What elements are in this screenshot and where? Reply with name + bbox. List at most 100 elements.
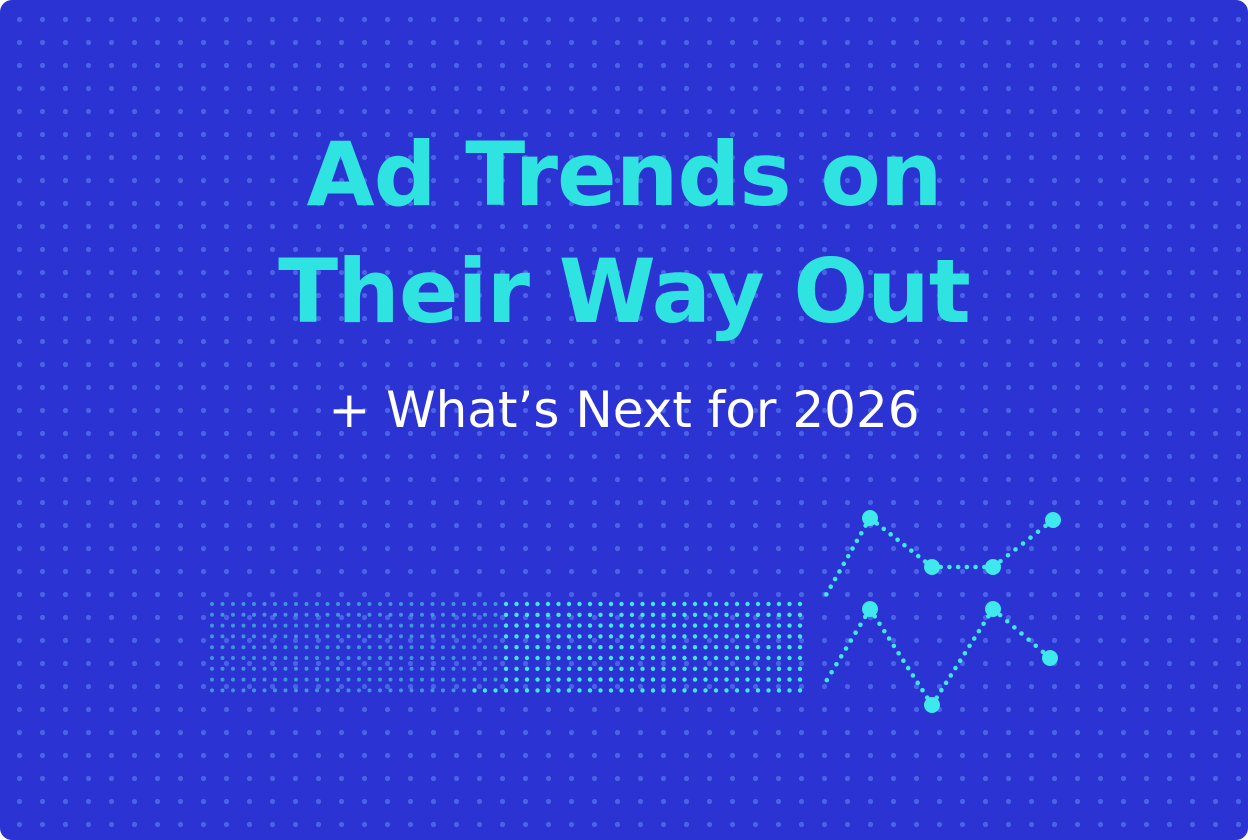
field-dot: [524, 612, 530, 617]
field-dot: [388, 634, 393, 639]
field-dot: [556, 677, 561, 682]
field-dot: [598, 666, 603, 671]
field-dot: [745, 645, 750, 650]
node-dot: [924, 697, 940, 713]
field-dot: [514, 677, 519, 682]
field-dot: [294, 623, 298, 628]
field-dot: [692, 688, 698, 693]
node-dot: [985, 559, 1001, 575]
field-dot: [724, 645, 729, 650]
field-dot: [430, 688, 435, 693]
field-dot: [430, 677, 435, 682]
field-dot: [682, 655, 687, 661]
field-dot: [304, 677, 309, 682]
line-dot: [1033, 643, 1039, 649]
field-dot: [514, 655, 519, 661]
field-dot: [451, 688, 456, 693]
field-dot: [682, 677, 687, 682]
field-dot: [766, 688, 771, 693]
field-dot: [451, 666, 456, 671]
field-dot: [745, 623, 750, 628]
field-dot: [367, 612, 372, 617]
field-dot: [388, 623, 393, 628]
line-dot: [973, 564, 978, 570]
line-dot: [953, 665, 958, 671]
field-dot: [640, 601, 645, 607]
field-dot: [304, 623, 309, 628]
field-dot: [629, 645, 635, 650]
field-dot: [724, 601, 729, 607]
field-dot: [315, 602, 319, 606]
field-dot: [535, 634, 540, 639]
field-dot: [462, 677, 466, 682]
field-dot: [797, 645, 803, 650]
field-dot: [598, 623, 603, 628]
field-dot: [336, 623, 340, 628]
field-dot: [661, 645, 666, 650]
field-dot: [420, 612, 424, 617]
field-dot: [420, 634, 424, 639]
field-dot: [724, 688, 729, 693]
field-dot: [734, 666, 740, 671]
field-dot: [420, 623, 424, 628]
field-dot: [545, 677, 551, 682]
field-dot: [797, 655, 803, 661]
field-dot: [441, 656, 445, 660]
line-dot: [939, 687, 944, 693]
field-dot: [367, 688, 372, 693]
field-dot: [231, 666, 235, 671]
field-dot: [514, 634, 519, 639]
field-dot: [325, 634, 330, 639]
field-dot: [661, 601, 666, 607]
field-dot: [650, 601, 656, 607]
field-dot: [451, 656, 456, 660]
line-dot: [1012, 625, 1017, 630]
field-dot: [577, 677, 582, 682]
field-dot: [399, 623, 403, 628]
field-dot: [566, 655, 572, 661]
field-dot: [671, 645, 677, 650]
title-line: Ad Trends on: [307, 123, 942, 226]
field-dot: [420, 656, 424, 660]
field-dot: [294, 612, 298, 617]
field-dot: [430, 623, 435, 628]
line-dot: [971, 636, 977, 641]
field-dot: [514, 666, 519, 671]
field-dot: [766, 677, 771, 682]
field-dot: [388, 688, 393, 693]
field-dot: [472, 688, 477, 693]
line-dot: [891, 643, 897, 649]
field-dot: [577, 645, 582, 650]
field-dot: [441, 634, 445, 639]
field-dot: [220, 688, 225, 693]
field-dot: [640, 634, 645, 639]
field-dot: [713, 634, 719, 639]
field-dot: [577, 634, 582, 639]
field-dot: [483, 677, 487, 682]
field-dot: [294, 602, 298, 606]
field-dot: [441, 602, 445, 606]
field-dot: [787, 601, 792, 607]
field-dot: [577, 612, 582, 617]
field-dot: [336, 612, 340, 617]
field-dot: [703, 645, 708, 650]
field-dot: [692, 623, 698, 628]
field-dot: [462, 645, 466, 650]
field-dot: [619, 612, 624, 617]
field-dot: [252, 634, 256, 639]
field-dot: [619, 601, 624, 607]
line-dot: [1005, 552, 1011, 558]
field-dot: [608, 688, 614, 693]
field-dot: [262, 602, 267, 606]
line-dot: [858, 530, 864, 536]
field-dot: [210, 612, 214, 617]
field-dot: [472, 634, 477, 639]
field-dot: [629, 655, 635, 661]
field-dot: [378, 656, 382, 660]
field-dot: [629, 688, 635, 693]
field-dot: [629, 623, 635, 628]
node-dot: [862, 510, 878, 526]
field-dot: [745, 677, 750, 682]
field-dot: [378, 677, 382, 682]
line-dot: [853, 630, 858, 635]
